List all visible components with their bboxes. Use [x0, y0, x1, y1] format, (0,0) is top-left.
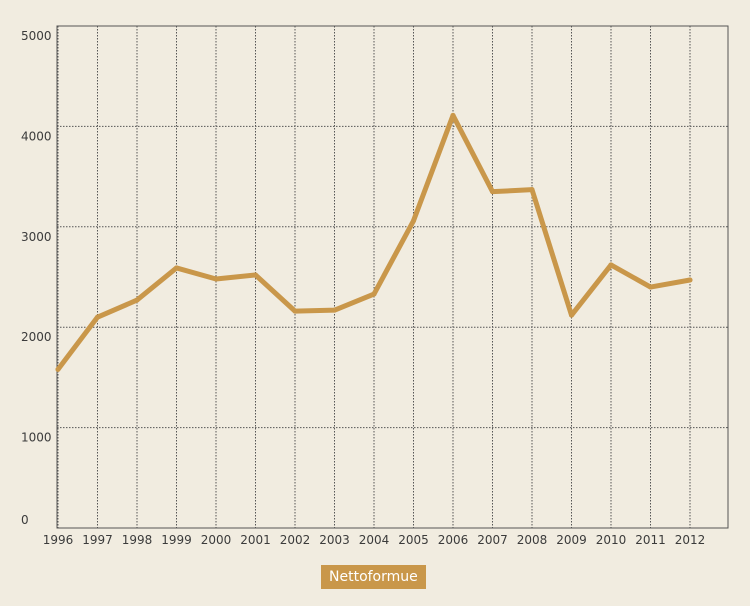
x-tick-label: 1999: [161, 533, 192, 547]
legend-nettoformue: Nettoformue: [321, 565, 426, 589]
y-axis-ticks: 0 1000 2000 3000 4000 5000: [21, 29, 52, 527]
plot-area: [56, 25, 729, 529]
data-point: [55, 366, 61, 372]
y-tick-label: 3000: [21, 230, 52, 244]
y-tick-label: 5000: [21, 29, 52, 43]
data-point: [648, 284, 653, 290]
x-tick-label: 2004: [359, 533, 390, 547]
data-point: [529, 187, 535, 193]
y-tick-label: 4000: [21, 129, 52, 143]
x-tick-label: 2012: [675, 533, 706, 547]
data-point: [371, 291, 377, 297]
series-layer: [55, 112, 693, 372]
data-point: [450, 112, 456, 118]
data-point: [134, 297, 140, 303]
data-point: [490, 189, 495, 195]
x-tick-label: 1998: [122, 533, 153, 547]
data-point: [687, 277, 693, 283]
data-point: [292, 308, 298, 314]
data-point: [213, 276, 219, 282]
x-tick-label: 2000: [201, 533, 232, 547]
data-point: [411, 218, 416, 224]
x-tick-label: 2001: [240, 533, 271, 547]
y-tick-label: 2000: [21, 330, 52, 344]
data-point: [95, 314, 100, 320]
y-tick-label: 0: [21, 513, 29, 527]
x-tick-label: 2008: [517, 533, 548, 547]
grid-lines: [57, 25, 728, 528]
legend-label: Nettoformue: [329, 569, 418, 585]
data-point: [569, 312, 574, 318]
data-point: [253, 272, 258, 278]
x-tick-label: 1996: [43, 533, 74, 547]
data-point: [174, 265, 179, 271]
x-axis-ticks: 1996 1997 1998 1999 2000 2001 2002 2003 2004 2005…: [43, 533, 706, 547]
x-tick-label: 2006: [438, 533, 469, 547]
data-point: [332, 307, 337, 313]
y-tick-label: 1000: [21, 431, 52, 445]
x-tick-label: 2010: [596, 533, 627, 547]
x-tick-label: 2005: [398, 533, 429, 547]
x-tick-label: 1997: [82, 533, 113, 547]
x-tick-label: 2009: [556, 533, 587, 547]
x-tick-label: 2003: [319, 533, 350, 547]
x-tick-label: 2011: [635, 533, 666, 547]
x-tick-label: 2007: [477, 533, 508, 547]
data-point: [608, 262, 614, 268]
x-tick-label: 2002: [280, 533, 311, 547]
